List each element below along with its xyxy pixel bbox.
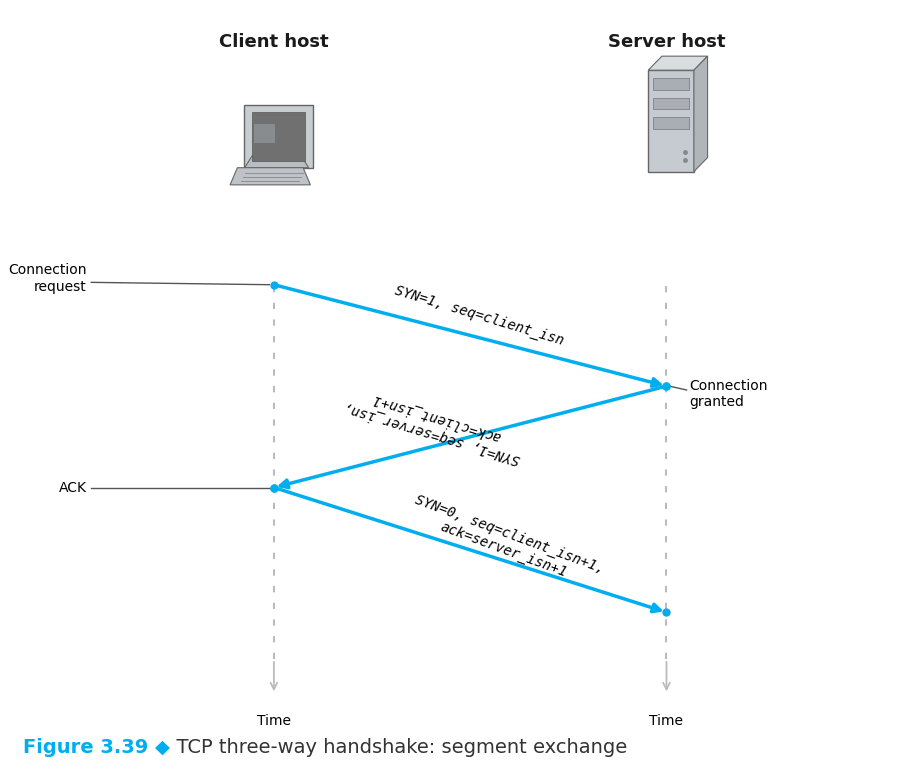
- Text: Server host: Server host: [608, 33, 725, 51]
- Polygon shape: [694, 56, 708, 172]
- Polygon shape: [230, 168, 310, 185]
- Polygon shape: [648, 56, 708, 70]
- FancyBboxPatch shape: [252, 112, 305, 161]
- Text: SYN=1, seq=server_isn,
ack=client_isn+1: SYN=1, seq=server_isn, ack=client_isn+1: [341, 384, 526, 466]
- Text: SYN=0, seq=client_isn+1,
ack=server_isn+1: SYN=0, seq=client_isn+1, ack=server_isn+…: [407, 493, 606, 591]
- FancyBboxPatch shape: [653, 98, 689, 109]
- FancyBboxPatch shape: [245, 105, 312, 168]
- FancyBboxPatch shape: [653, 117, 689, 129]
- Text: Time: Time: [649, 714, 684, 728]
- FancyBboxPatch shape: [648, 70, 694, 172]
- Text: Time: Time: [257, 714, 291, 728]
- Text: Client host: Client host: [219, 33, 329, 51]
- Text: Connection
granted: Connection granted: [689, 379, 768, 409]
- FancyBboxPatch shape: [653, 78, 689, 90]
- Polygon shape: [245, 156, 309, 168]
- Text: TCP three-way handshake: segment exchange: TCP three-way handshake: segment exchang…: [164, 738, 627, 757]
- Text: ACK: ACK: [58, 480, 87, 495]
- FancyBboxPatch shape: [254, 124, 275, 143]
- Text: Figure 3.39 ◆: Figure 3.39 ◆: [23, 738, 170, 757]
- Text: Connection
request: Connection request: [8, 264, 87, 293]
- Text: SYN=1, seq=client_isn: SYN=1, seq=client_isn: [394, 284, 565, 348]
